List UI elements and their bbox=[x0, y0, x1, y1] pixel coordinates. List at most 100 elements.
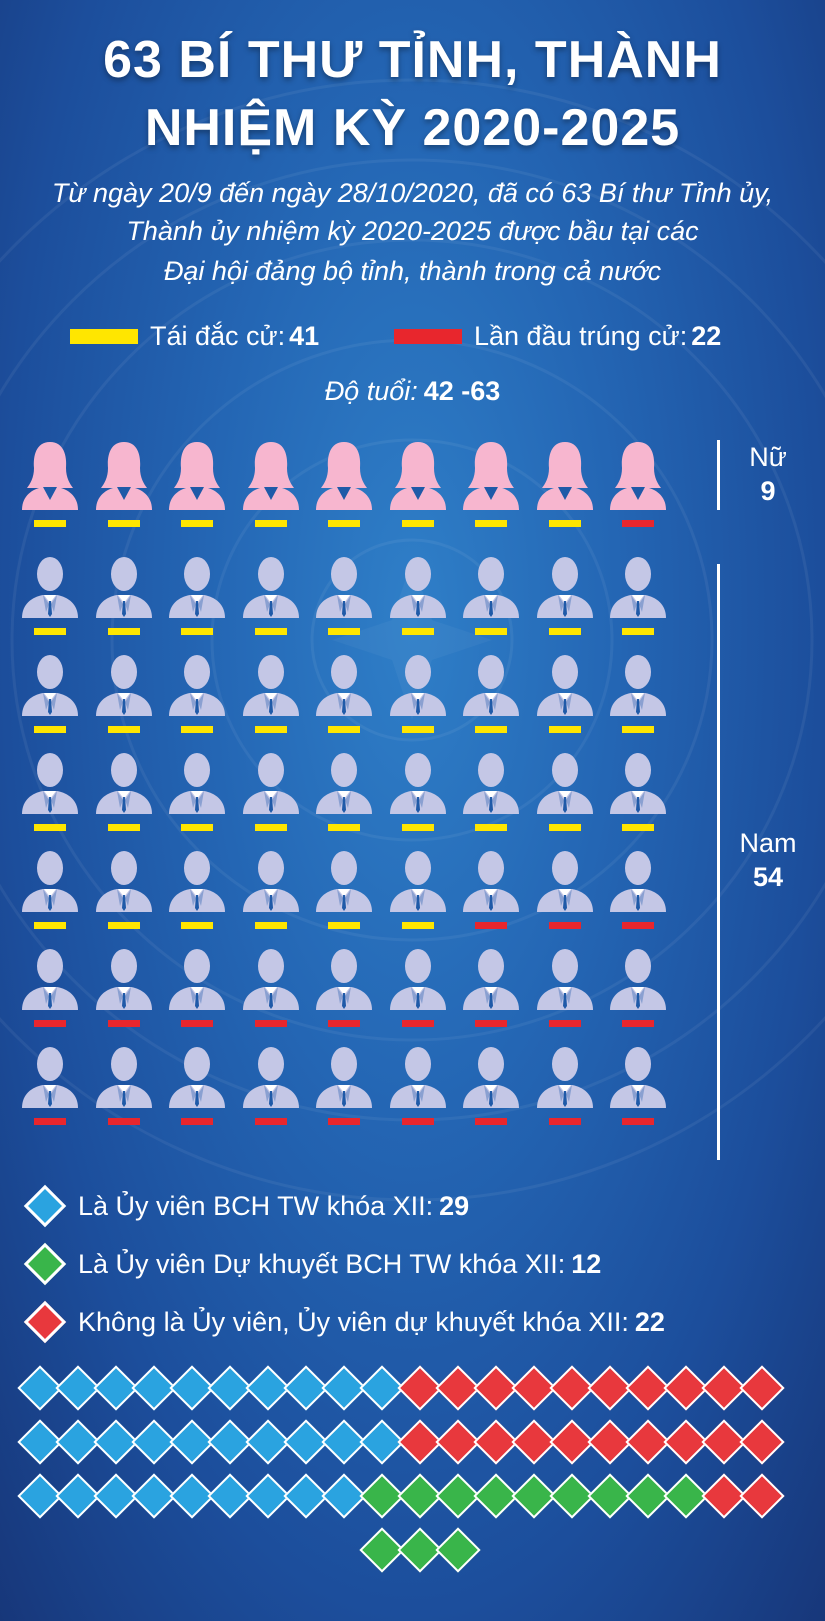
category-none: Không là Ủy viên, Ủy viên dự khuyết khóa… bbox=[22, 1300, 665, 1344]
male-person-icon bbox=[316, 949, 372, 1010]
category-alternate-value: 12 bbox=[571, 1248, 602, 1279]
male-secretary-figure bbox=[459, 546, 523, 635]
first-time-marker bbox=[328, 1118, 360, 1125]
male-secretary-figure bbox=[312, 938, 376, 1027]
male-person-icon bbox=[316, 557, 372, 618]
first-time-marker bbox=[548, 922, 581, 929]
male-secretary-figure bbox=[386, 938, 450, 1027]
reelected-marker bbox=[475, 726, 507, 733]
male-secretary-figure bbox=[165, 1036, 229, 1125]
subtitle-line-1: Từ ngày 20/9 đến ngày 28/10/2020, đã có … bbox=[51, 178, 774, 208]
male-person-icon bbox=[536, 753, 593, 814]
first-time-marker bbox=[254, 1020, 287, 1027]
male-person-icon bbox=[389, 1047, 446, 1108]
first-time-marker bbox=[107, 1118, 140, 1125]
female-secretary-figure bbox=[312, 438, 376, 527]
red-diamond-icon bbox=[739, 1473, 785, 1519]
male-secretary-figure bbox=[386, 840, 450, 929]
male-person-icon bbox=[463, 753, 519, 814]
male-person-icon bbox=[95, 851, 152, 912]
male-secretary-figure bbox=[165, 938, 229, 1027]
blue-diamond-icon bbox=[23, 1184, 67, 1228]
male-person-icon bbox=[169, 851, 225, 912]
male-secretary-figure bbox=[459, 742, 523, 831]
reelected-marker bbox=[107, 726, 140, 733]
reelected-marker bbox=[34, 628, 66, 635]
male-secretary-figure bbox=[459, 1036, 523, 1125]
reelected-marker bbox=[328, 824, 360, 831]
male-secretary-figure bbox=[459, 938, 523, 1027]
male-person-icon bbox=[610, 557, 666, 618]
male-secretary-figure bbox=[92, 742, 156, 831]
male-secretary-figure bbox=[92, 1036, 156, 1125]
reelected-marker bbox=[254, 726, 287, 733]
female-secretary-figure bbox=[606, 438, 670, 527]
male-person-icon bbox=[169, 557, 225, 618]
female-secretary-figure bbox=[533, 438, 597, 527]
male-person-icon bbox=[536, 557, 593, 618]
male-person-icon bbox=[95, 655, 152, 716]
male-secretary-figure bbox=[533, 1036, 597, 1125]
male-person-icon bbox=[389, 753, 446, 814]
male-secretary-figure bbox=[165, 644, 229, 733]
female-person-icon bbox=[242, 442, 299, 510]
male-secretary-figure bbox=[312, 546, 376, 635]
female-count: 9 bbox=[760, 476, 776, 506]
reelected-marker bbox=[622, 628, 654, 635]
first-time-marker bbox=[254, 1118, 287, 1125]
male-secretary-figure bbox=[239, 1036, 303, 1125]
male-secretary-figure bbox=[92, 546, 156, 635]
reelected-marker bbox=[548, 628, 581, 635]
male-secretary-figure bbox=[459, 644, 523, 733]
category-alternate: Là Ủy viên Dự khuyết BCH TW khóa XII: 12 bbox=[22, 1242, 602, 1286]
first-time-marker bbox=[107, 1020, 140, 1027]
first-time-marker bbox=[401, 1020, 434, 1027]
reelected-marker bbox=[34, 520, 66, 527]
male-secretary-figure bbox=[386, 742, 450, 831]
first-time-marker bbox=[401, 1118, 434, 1125]
female-secretary-figure bbox=[18, 438, 82, 527]
male-secretary-figure bbox=[165, 840, 229, 929]
male-person-icon bbox=[610, 949, 666, 1010]
title-line-2: NHIỆM KỲ 2020-2025 bbox=[144, 99, 681, 157]
male-secretary-figure bbox=[533, 938, 597, 1027]
male-group-label: Nam 54 bbox=[718, 826, 818, 894]
male-secretary-figure bbox=[18, 546, 82, 635]
male-secretary-figure bbox=[606, 938, 670, 1027]
male-person-icon bbox=[610, 655, 666, 716]
female-secretary-figure bbox=[92, 438, 156, 527]
reelected-marker bbox=[107, 520, 140, 527]
male-secretary-figure bbox=[386, 1036, 450, 1125]
reelected-marker bbox=[401, 628, 434, 635]
reelected-swatch bbox=[70, 328, 138, 344]
reelected-marker bbox=[548, 824, 581, 831]
male-person-icon bbox=[95, 1047, 152, 1108]
first-time-marker bbox=[622, 1020, 654, 1027]
first-time-swatch bbox=[394, 328, 462, 344]
male-secretary-figure bbox=[606, 546, 670, 635]
subtitle-line-3: Đại hội đảng bộ tỉnh, thành trong cả nướ… bbox=[163, 256, 662, 286]
first-time-marker bbox=[34, 1118, 66, 1125]
female-person-icon bbox=[463, 442, 519, 510]
male-secretary-figure bbox=[312, 742, 376, 831]
green-diamond-icon bbox=[23, 1242, 67, 1286]
reelected-marker bbox=[401, 520, 434, 527]
male-person-icon bbox=[463, 949, 519, 1010]
male-person-icon bbox=[95, 753, 152, 814]
reelected-marker bbox=[181, 520, 213, 527]
male-secretary-figure bbox=[239, 546, 303, 635]
female-person-icon bbox=[610, 442, 666, 510]
male-secretary-figure bbox=[18, 938, 82, 1027]
reelected-marker bbox=[401, 824, 434, 831]
male-person-icon bbox=[316, 655, 372, 716]
reelected-marker bbox=[34, 726, 66, 733]
male-secretary-figure bbox=[533, 644, 597, 733]
male-secretary-figure bbox=[18, 644, 82, 733]
reelected-marker bbox=[328, 520, 360, 527]
male-secretary-figure bbox=[386, 546, 450, 635]
reelected-marker bbox=[254, 628, 287, 635]
male-secretary-figure bbox=[18, 840, 82, 929]
male-secretary-figure bbox=[165, 742, 229, 831]
first-time-marker bbox=[622, 1118, 654, 1125]
male-secretary-figure bbox=[606, 1036, 670, 1125]
